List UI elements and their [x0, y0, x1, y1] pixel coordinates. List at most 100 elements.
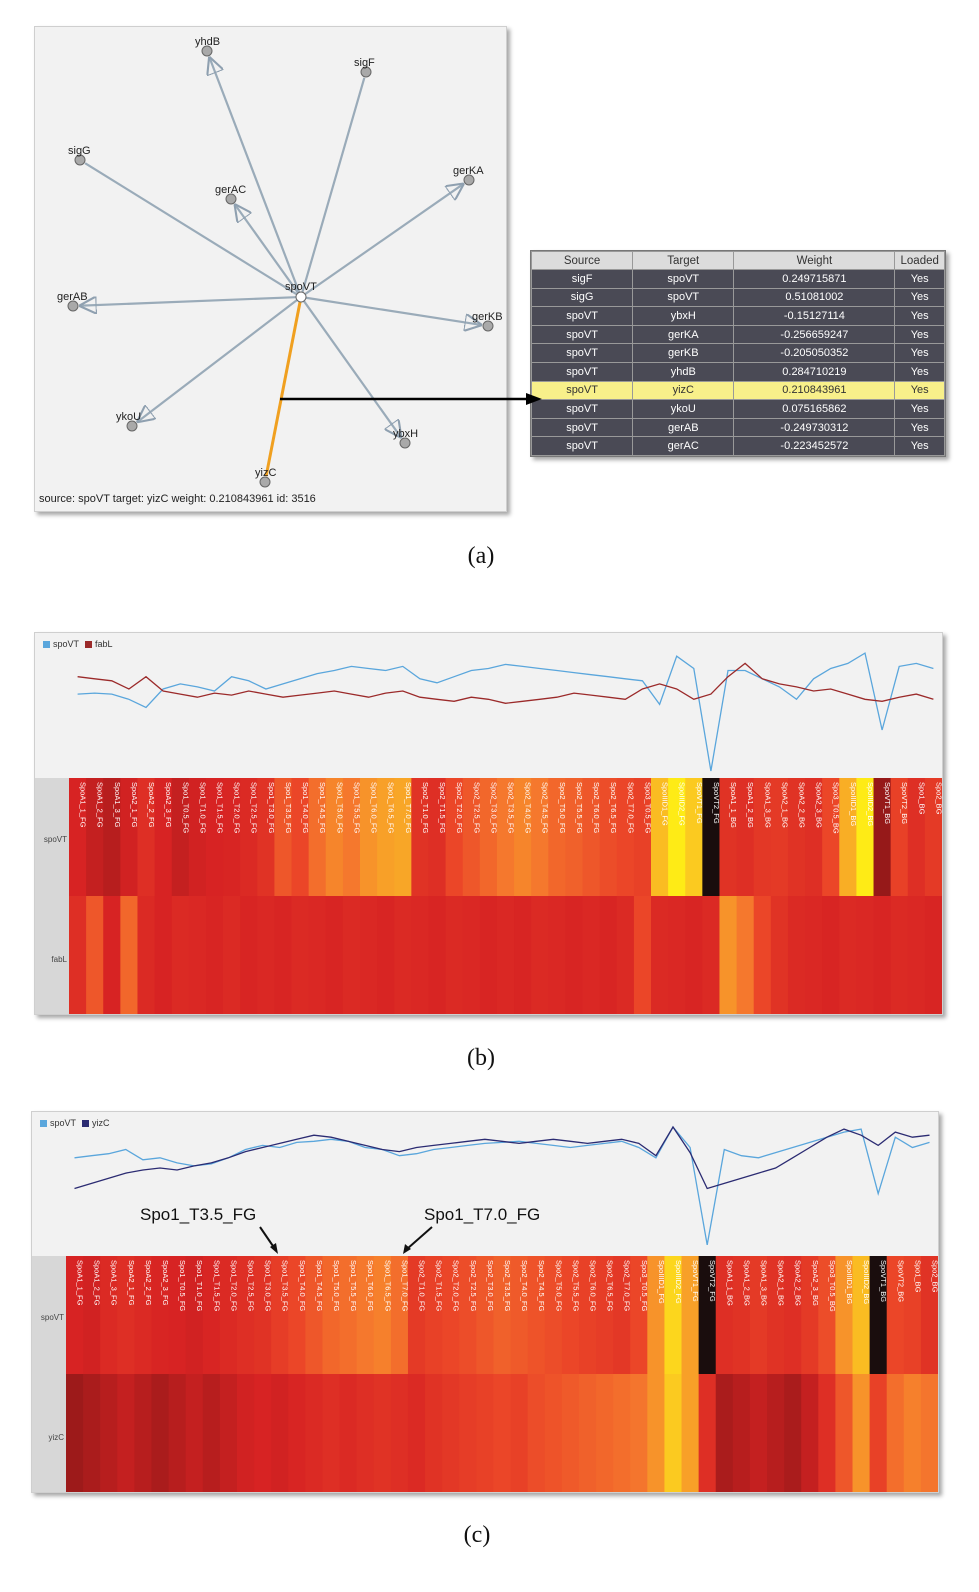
table-row[interactable]: spoVT yhdB 0.284710219 Yes — [530, 361, 945, 382]
heat-cell[interactable] — [117, 1374, 135, 1492]
heat-cell[interactable] — [514, 896, 532, 1014]
heat-cell[interactable] — [188, 896, 207, 1014]
heat-cell[interactable] — [613, 1374, 631, 1492]
heat-cell[interactable] — [257, 896, 276, 1014]
table-row[interactable]: sigF spoVT 0.249715871 Yes — [530, 269, 945, 289]
table-row[interactable]: spoVT gerKB -0.205050352 Yes — [530, 343, 945, 363]
node-gerAC[interactable] — [225, 193, 237, 205]
heat-cell[interactable] — [651, 778, 669, 896]
heat-cell[interactable] — [578, 1374, 597, 1492]
heat-cell[interactable] — [394, 896, 412, 1014]
heat-cell[interactable] — [342, 778, 361, 896]
heat-cell[interactable] — [873, 778, 892, 896]
heat-cell[interactable] — [736, 896, 755, 1014]
node-sigF[interactable] — [360, 66, 372, 78]
col-header-source[interactable]: Source — [530, 251, 634, 270]
heat-cell[interactable] — [223, 778, 241, 896]
heat-cell[interactable] — [411, 896, 430, 1014]
heatmap-c[interactable]: SpoA1_1_FG SpoA1_2_FG SpoA1_3_FG SpoA2_1_FG… — [66, 1256, 938, 1492]
heat-cell[interactable] — [291, 896, 310, 1014]
heat-cell[interactable] — [719, 778, 738, 896]
edge-ybxH[interactable] — [303, 300, 402, 438]
heat-cell[interactable] — [205, 778, 224, 896]
heat-cell[interactable] — [805, 778, 823, 896]
heat-cell[interactable] — [715, 1374, 734, 1492]
heat-cell[interactable] — [356, 1256, 375, 1374]
heat-cell[interactable] — [732, 1374, 751, 1492]
heatmap-b[interactable]: SpoA1_1_FG SpoA1_2_FG SpoA1_3_FG SpoA2_1_FG… — [69, 778, 942, 1014]
heat-cell[interactable] — [236, 1256, 255, 1374]
heat-cell[interactable] — [869, 1374, 888, 1492]
heat-cell[interactable] — [818, 1256, 837, 1374]
heat-cell[interactable] — [257, 778, 276, 896]
heat-cell[interactable] — [493, 1256, 512, 1374]
heat-cell[interactable] — [920, 1374, 938, 1492]
heat-cell[interactable] — [442, 1256, 460, 1374]
table-row[interactable]: spoVT ykoU 0.075165862 Yes — [530, 399, 945, 419]
heat-cell[interactable] — [527, 1256, 546, 1374]
heat-cell[interactable] — [360, 896, 378, 1014]
heat-cell[interactable] — [377, 896, 395, 1014]
table-row[interactable]: spoVT gerAC -0.223452572 Yes — [530, 436, 945, 456]
edge-gerKA[interactable] — [304, 183, 464, 296]
heat-cell[interactable] — [685, 896, 703, 1014]
heat-cell[interactable] — [801, 1374, 819, 1492]
heat-cell[interactable] — [698, 1256, 717, 1374]
heat-cell[interactable] — [668, 896, 686, 1014]
heat-cell[interactable] — [476, 1374, 495, 1492]
node-ykoU[interactable] — [126, 420, 138, 432]
heat-cell[interactable] — [805, 896, 823, 1014]
heat-cell[interactable] — [407, 1374, 426, 1492]
heat-cell[interactable] — [890, 778, 909, 896]
heat-cell[interactable] — [425, 1374, 443, 1492]
heat-cell[interactable] — [839, 896, 858, 1014]
network-panel[interactable]: yhdB sigF sigG gerAC gerKA gerAB gerKB ykoU ybxH… — [34, 26, 507, 512]
heat-cell[interactable] — [822, 778, 840, 896]
heat-cell[interactable] — [219, 1256, 238, 1374]
heat-cell[interactable] — [527, 1374, 546, 1492]
heat-cell[interactable] — [801, 1256, 819, 1374]
heat-cell[interactable] — [185, 1374, 204, 1492]
heat-cell[interactable] — [305, 1374, 324, 1492]
heat-cell[interactable] — [787, 778, 806, 896]
heat-cell[interactable] — [442, 1374, 460, 1492]
heat-cell[interactable] — [920, 1256, 938, 1374]
edge-sigG[interactable] — [84, 162, 298, 296]
heat-cell[interactable] — [120, 778, 139, 896]
edge-sigF[interactable] — [301, 77, 366, 293]
heat-cell[interactable] — [219, 1374, 238, 1492]
heat-cell[interactable] — [633, 778, 652, 896]
heat-cell[interactable] — [305, 1256, 324, 1374]
edge-yizC[interactable] — [264, 301, 302, 477]
heat-cell[interactable] — [154, 778, 173, 896]
expression-panel-c[interactable]: spoVT yizC Spo1_T3.5_FG Spo1_T7.0_FG spo… — [31, 1111, 939, 1493]
heat-cell[interactable] — [719, 896, 738, 1014]
heat-cell[interactable] — [613, 1256, 631, 1374]
heat-cell[interactable] — [274, 896, 293, 1014]
heat-cell[interactable] — [428, 896, 447, 1014]
heat-cell[interactable] — [462, 778, 481, 896]
heat-cell[interactable] — [852, 1256, 871, 1374]
heat-cell[interactable] — [86, 778, 104, 896]
heat-cell[interactable] — [322, 1374, 341, 1492]
edge-gerKB[interactable] — [305, 296, 482, 325]
heat-cell[interactable] — [890, 896, 909, 1014]
heat-cell[interactable] — [907, 778, 926, 896]
heat-cell[interactable] — [86, 896, 104, 1014]
heat-cell[interactable] — [171, 896, 190, 1014]
heat-cell[interactable] — [288, 1374, 306, 1492]
heat-cell[interactable] — [479, 896, 498, 1014]
heat-cell[interactable] — [137, 778, 156, 896]
heat-cell[interactable] — [496, 778, 515, 896]
heat-cell[interactable] — [103, 778, 121, 896]
heat-cell[interactable] — [903, 1374, 922, 1492]
heat-cell[interactable] — [835, 1256, 854, 1374]
node-gerKB[interactable] — [482, 320, 494, 332]
heat-cell[interactable] — [767, 1374, 785, 1492]
heat-cell[interactable] — [103, 896, 121, 1014]
heat-cell[interactable] — [856, 896, 875, 1014]
heat-cell[interactable] — [753, 778, 772, 896]
heat-cell[interactable] — [548, 778, 567, 896]
heat-cell[interactable] — [342, 896, 361, 1014]
heat-cell[interactable] — [664, 1256, 683, 1374]
